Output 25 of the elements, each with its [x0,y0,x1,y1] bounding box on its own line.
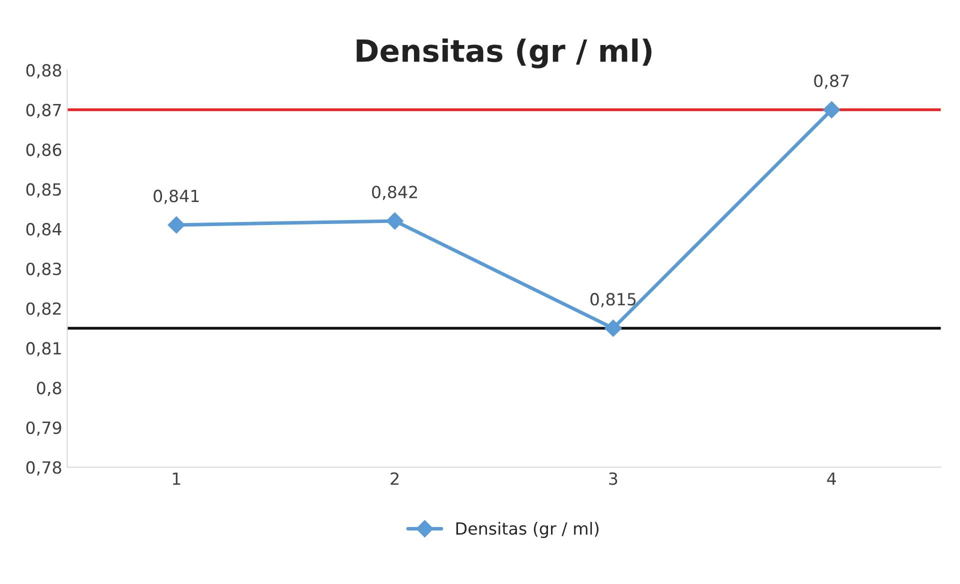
y-tick-label: 0,88 [26,64,62,78]
y-tick-label: 0,87 [26,104,61,118]
point [386,212,404,230]
data-label: 0,841 [154,190,199,204]
data-label: 0,815 [590,292,636,308]
y-tick-label: 0,82 [26,302,61,317]
y-tick-label: 0,85 [26,183,61,198]
x-tick-label: 2 [390,472,398,485]
y-tick-label: 0,83 [26,262,62,277]
chart-title: Densitas (gr / ml) [356,38,652,68]
x-tick-label: 4 [827,472,836,485]
x-tick-label: 3 [609,472,618,485]
y-tick-label: 0,84 [26,222,62,238]
point [604,320,622,337]
data-label: 0,842 [372,186,417,200]
point [168,216,185,234]
y-tick-label: 0,79 [26,421,62,436]
point [823,101,840,118]
y-tick-label: 0,81 [26,342,61,356]
legend-label: Densitas (gr / ml) [456,522,599,538]
y-tick-label: 0,8 [36,382,62,396]
y-tick-label: 0,86 [26,143,62,158]
y-tick-label: 0,78 [26,461,62,476]
x-tick-label: 1 [172,472,180,485]
data-label: 0,87 [814,74,849,89]
